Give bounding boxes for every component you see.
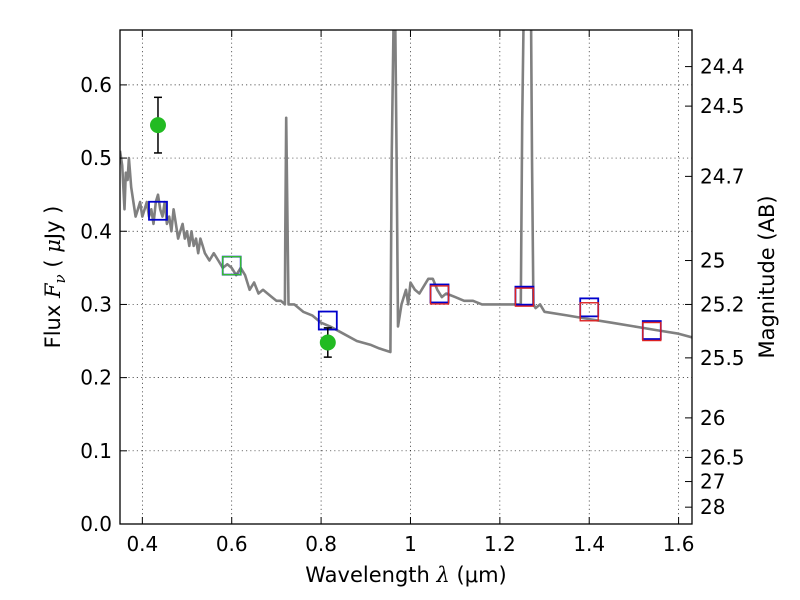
y2-tick-label: 25.2 bbox=[700, 292, 745, 316]
model-photometry-square bbox=[148, 200, 168, 221]
plot-frame bbox=[119, 29, 693, 525]
y2-tick-label: 26.5 bbox=[700, 445, 745, 469]
sed-model-line bbox=[120, 30, 692, 354]
grid bbox=[120, 30, 692, 524]
y-tick-label: 0.2 bbox=[80, 366, 112, 390]
plot-background bbox=[120, 30, 692, 524]
x-tick-label: 1.6 bbox=[663, 532, 695, 556]
y2-axis-label: Magnitude (AB) bbox=[755, 195, 779, 358]
series-layer bbox=[120, 30, 692, 358]
y2-tick-label: 28 bbox=[700, 495, 725, 519]
observed-photometry-square bbox=[429, 285, 450, 305]
observed-photometry-square bbox=[514, 287, 535, 307]
y-tick-label: 0.3 bbox=[80, 292, 112, 316]
y-tick-label: 0.1 bbox=[80, 439, 112, 463]
x-axis-label: Wavelength λ (μm) bbox=[305, 563, 506, 587]
x-tick-label: 1.4 bbox=[573, 532, 605, 556]
y-tick-label: 0.4 bbox=[80, 219, 112, 243]
detection-point bbox=[319, 334, 336, 351]
y2-tick-label: 24.5 bbox=[700, 94, 745, 118]
y-tick-label: 0.5 bbox=[80, 146, 112, 170]
y2-tick-label: 27 bbox=[700, 470, 725, 494]
y2-tick-label: 24.4 bbox=[700, 55, 745, 79]
x-tick-label: 1.2 bbox=[484, 532, 516, 556]
observed-photometry-square bbox=[642, 321, 662, 342]
detection-point bbox=[149, 117, 166, 134]
observed-photometry-square bbox=[222, 255, 242, 276]
y-axis-label: Flux Fν ( μJy ) bbox=[41, 206, 69, 349]
x-tick-label: 0.6 bbox=[216, 532, 248, 556]
x-tick-label: 1 bbox=[404, 532, 417, 556]
y-tick-label: 0.0 bbox=[80, 512, 112, 536]
x-tick-label: 0.4 bbox=[126, 532, 158, 556]
y-tick-label: 0.6 bbox=[80, 73, 112, 97]
y2-tick-label: 24.7 bbox=[700, 164, 745, 188]
observed-photometry-square bbox=[579, 302, 599, 322]
x-tick-label: 0.8 bbox=[305, 532, 337, 556]
y2-tick-label: 26 bbox=[700, 406, 725, 430]
y2-tick-label: 25.5 bbox=[700, 346, 745, 370]
axes-layer: 0.4 0.6 0.8 1 1.2 1.4 1.6 0.0 0.1 0.2 0.3 0.4 0.5 0.6… bbox=[80, 30, 745, 556]
y2-tick-label: 25 bbox=[700, 249, 725, 273]
